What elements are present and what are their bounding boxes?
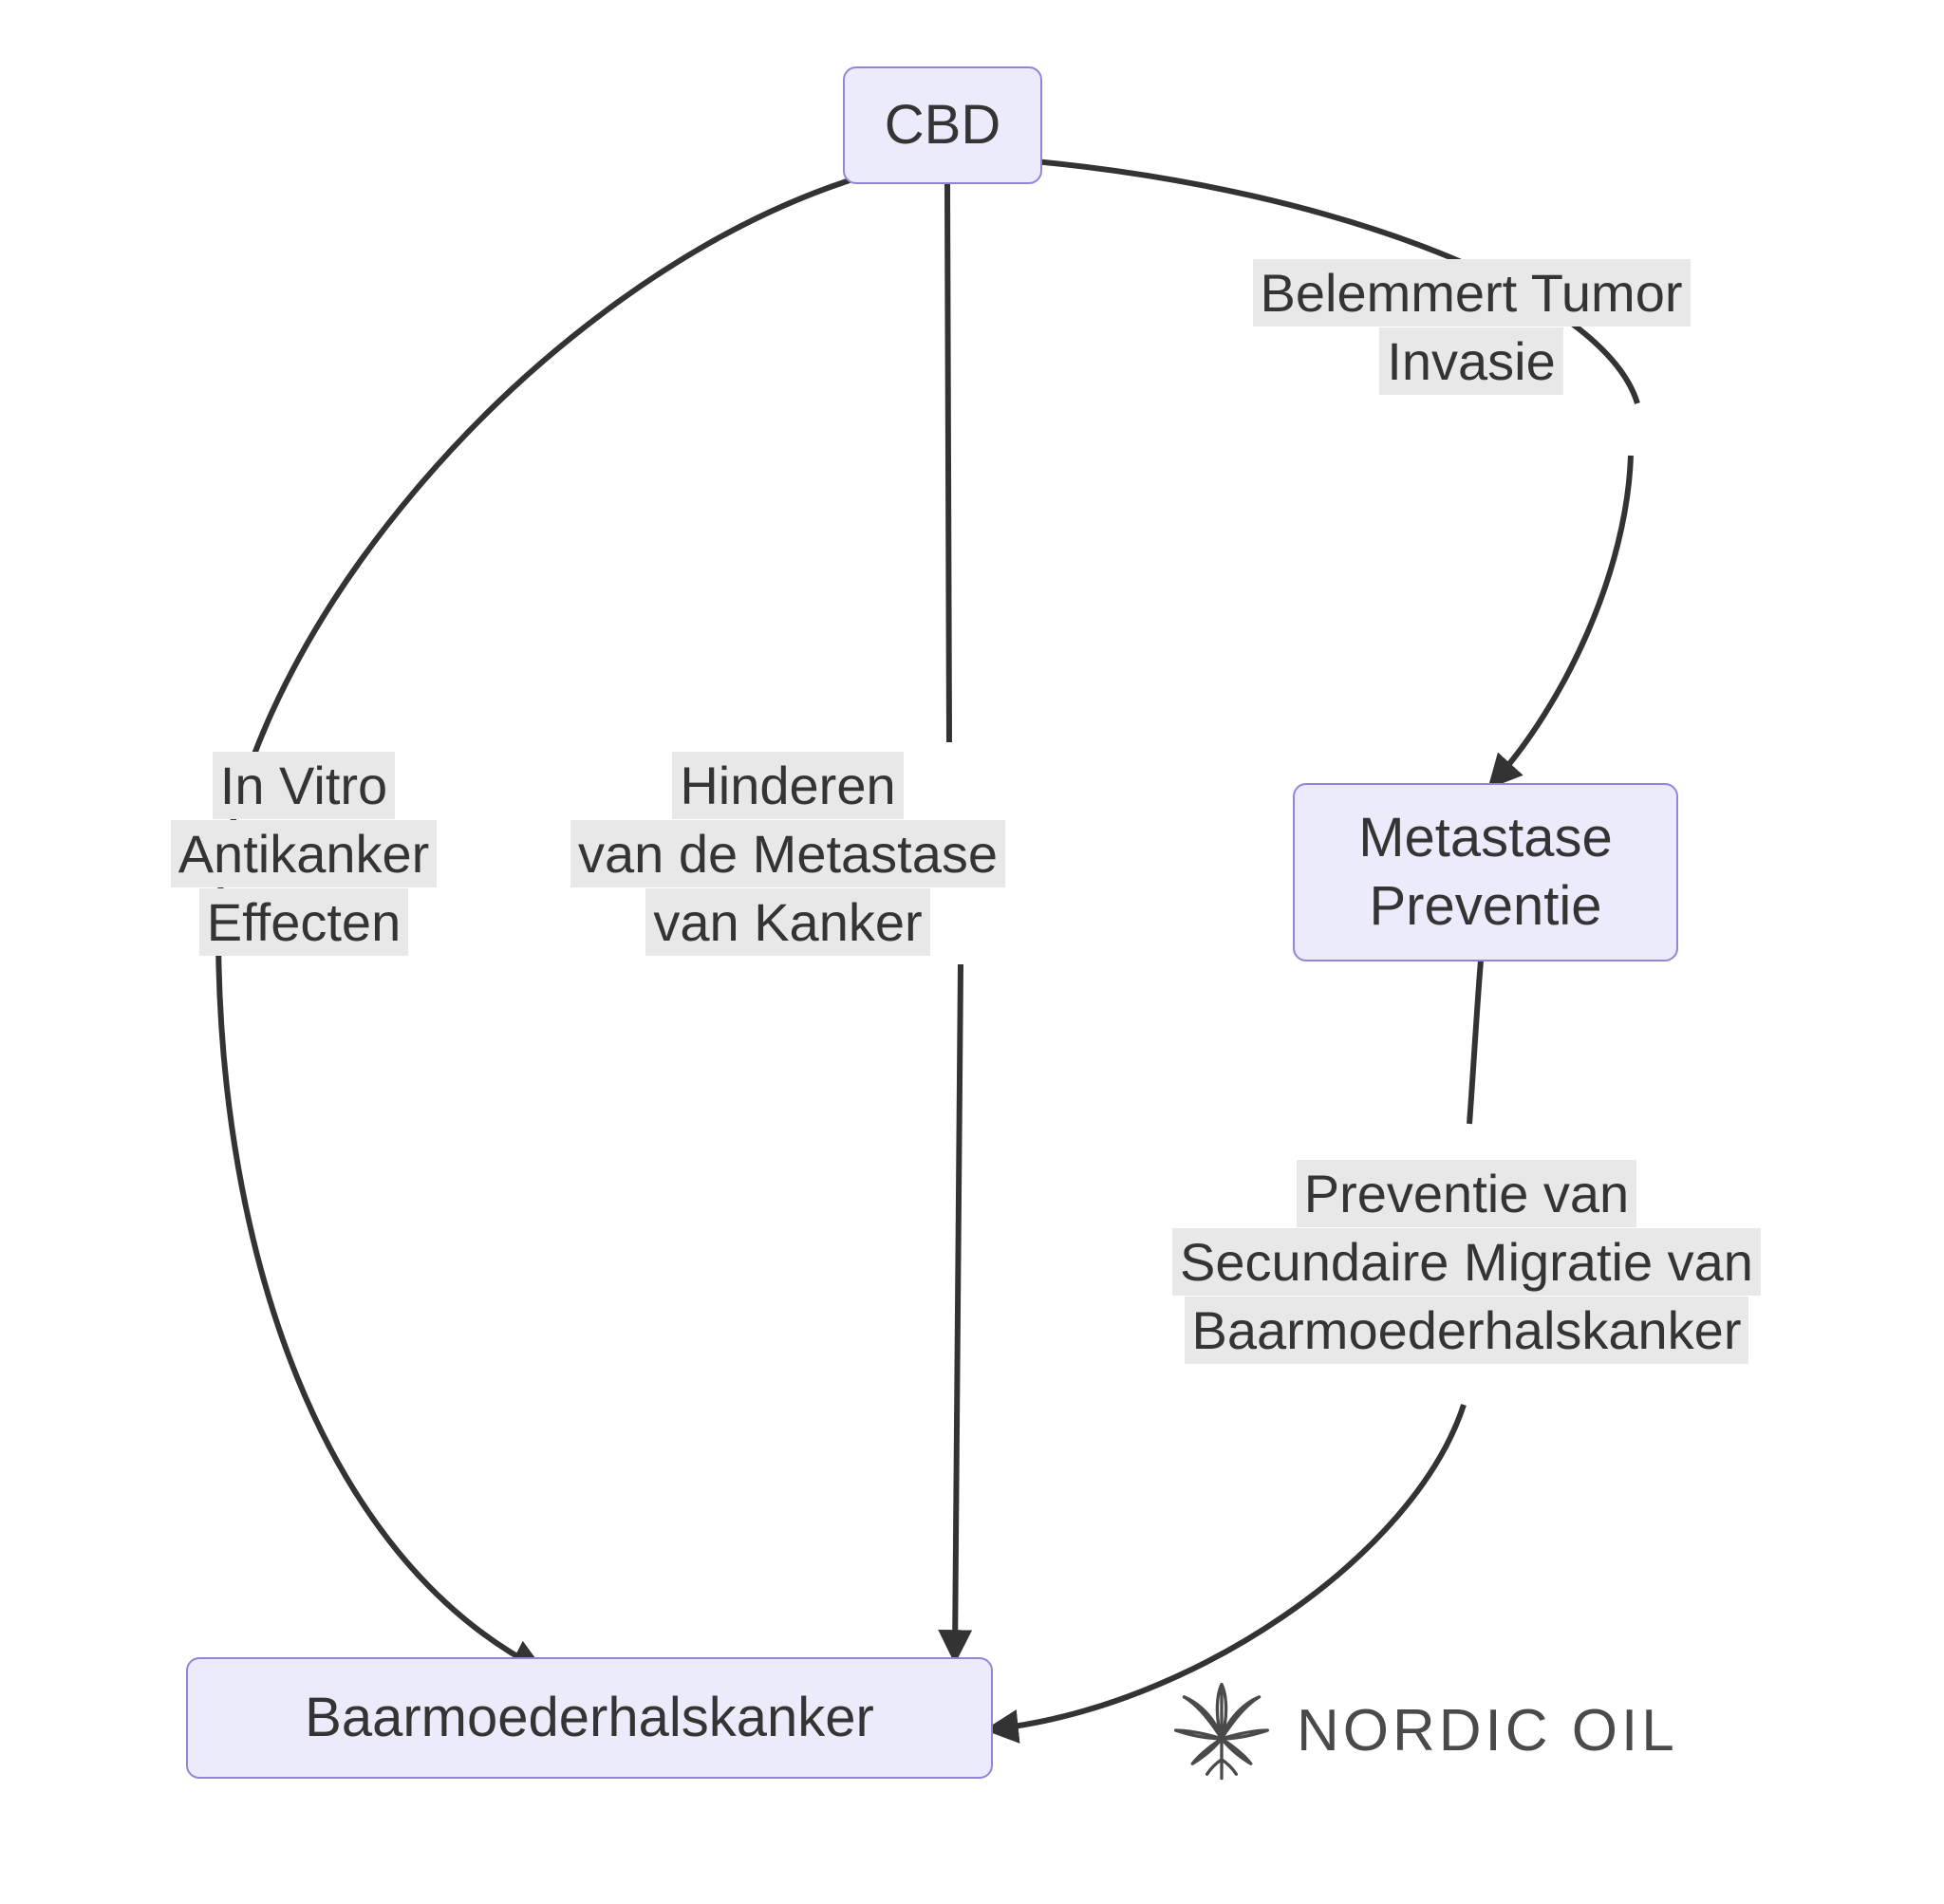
node-cbd-label: CBD	[885, 91, 1000, 160]
node-metastase-label: Metastase Preventie	[1358, 804, 1613, 942]
node-cervical: Baarmoederhalskanker	[186, 1657, 993, 1779]
edge-label-e2: Hinderenvan de Metastasevan Kanker	[570, 752, 1005, 956]
node-cervical-label: Baarmoederhalskanker	[305, 1684, 874, 1753]
brand-text: NORDIC OIL	[1297, 1697, 1678, 1764]
cannabis-leaf-icon	[1169, 1678, 1274, 1783]
brand-logo: NORDIC OIL	[1169, 1678, 1678, 1783]
edge-label-e1: In VitroAntikankerEffecten	[171, 752, 438, 956]
edge-e3	[1035, 161, 1637, 784]
node-cbd: CBD	[843, 66, 1042, 184]
edge-label-e4: Preventie vanSecundaire Migratie vanBaar…	[1172, 1160, 1761, 1364]
node-metastase: Metastase Preventie	[1293, 783, 1678, 961]
diagram-canvas: CBD Metastase Preventie Baarmoederhalska…	[0, 0, 1944, 1904]
edge-label-e3: Belemmert TumorInvasie	[1253, 259, 1691, 395]
